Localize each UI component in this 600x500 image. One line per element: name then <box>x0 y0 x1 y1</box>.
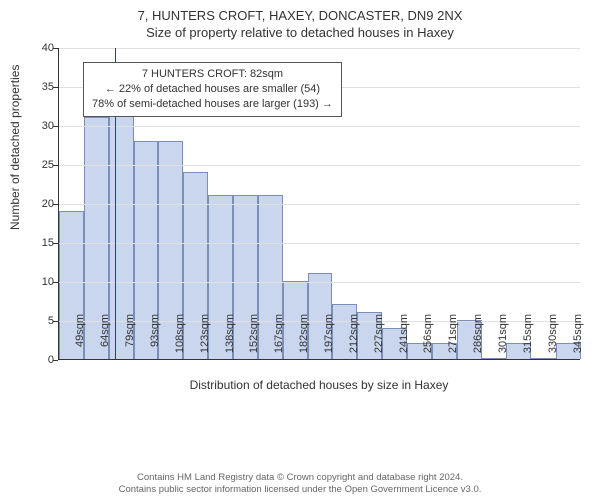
y-tick-label: 5 <box>32 315 54 327</box>
footer-line1: Contains HM Land Registry data © Crown c… <box>0 472 600 484</box>
gridline <box>59 165 580 166</box>
y-tick-label: 20 <box>32 198 54 210</box>
x-tick-label: 212sqm <box>348 314 360 364</box>
chart-area: 7 HUNTERS CROFT: 82sqm ← 22% of detached… <box>58 48 580 428</box>
y-tick-label: 25 <box>32 159 54 171</box>
annotation-box: 7 HUNTERS CROFT: 82sqm ← 22% of detached… <box>83 62 342 117</box>
x-tick-label: 241sqm <box>398 314 410 364</box>
x-tick-label: 138sqm <box>224 314 236 364</box>
x-tick-label: 315sqm <box>522 314 534 364</box>
y-tick-label: 15 <box>32 237 54 249</box>
x-tick-label: 79sqm <box>124 314 136 364</box>
y-tick-label: 10 <box>32 276 54 288</box>
gridline <box>59 243 580 244</box>
y-tick-label: 0 <box>32 354 54 366</box>
y-axis-label: Number of detached properties <box>8 65 22 230</box>
annotation-line2: ← 22% of detached houses are smaller (54… <box>92 82 333 97</box>
x-tick-label: 64sqm <box>99 314 111 364</box>
footer-attribution: Contains HM Land Registry data © Crown c… <box>0 472 600 496</box>
y-tick-label: 30 <box>32 120 54 132</box>
x-tick-label: 108sqm <box>174 314 186 364</box>
x-tick-label: 227sqm <box>373 314 385 364</box>
chart-title-block: 7, HUNTERS CROFT, HAXEY, DONCASTER, DN9 … <box>0 0 600 40</box>
x-tick-label: 49sqm <box>74 314 86 364</box>
x-tick-label: 330sqm <box>547 314 559 364</box>
footer-line2: Contains public sector information licen… <box>0 484 600 496</box>
x-tick-label: 152sqm <box>248 314 260 364</box>
x-tick-label: 286sqm <box>472 314 484 364</box>
x-tick-label: 256sqm <box>422 314 434 364</box>
x-tick-label: 167sqm <box>273 314 285 364</box>
y-tick-label: 40 <box>32 42 54 54</box>
x-tick-label: 301sqm <box>497 314 509 364</box>
y-tick-label: 35 <box>32 81 54 93</box>
x-axis-label: Distribution of detached houses by size … <box>58 378 580 392</box>
gridline <box>59 48 580 49</box>
gridline <box>59 204 580 205</box>
annotation-line1: 7 HUNTERS CROFT: 82sqm <box>92 67 333 82</box>
x-tick-label: 123sqm <box>199 314 211 364</box>
x-tick-label: 197sqm <box>323 314 335 364</box>
x-tick-label: 93sqm <box>149 314 161 364</box>
x-tick-label: 345sqm <box>572 314 584 364</box>
gridline <box>59 282 580 283</box>
gridline <box>59 126 580 127</box>
annotation-line3: 78% of semi-detached houses are larger (… <box>92 97 333 112</box>
x-tick-label: 182sqm <box>298 314 310 364</box>
chart-title-sub: Size of property relative to detached ho… <box>0 25 600 40</box>
x-tick-label: 271sqm <box>447 314 459 364</box>
chart-title-main: 7, HUNTERS CROFT, HAXEY, DONCASTER, DN9 … <box>0 8 600 23</box>
